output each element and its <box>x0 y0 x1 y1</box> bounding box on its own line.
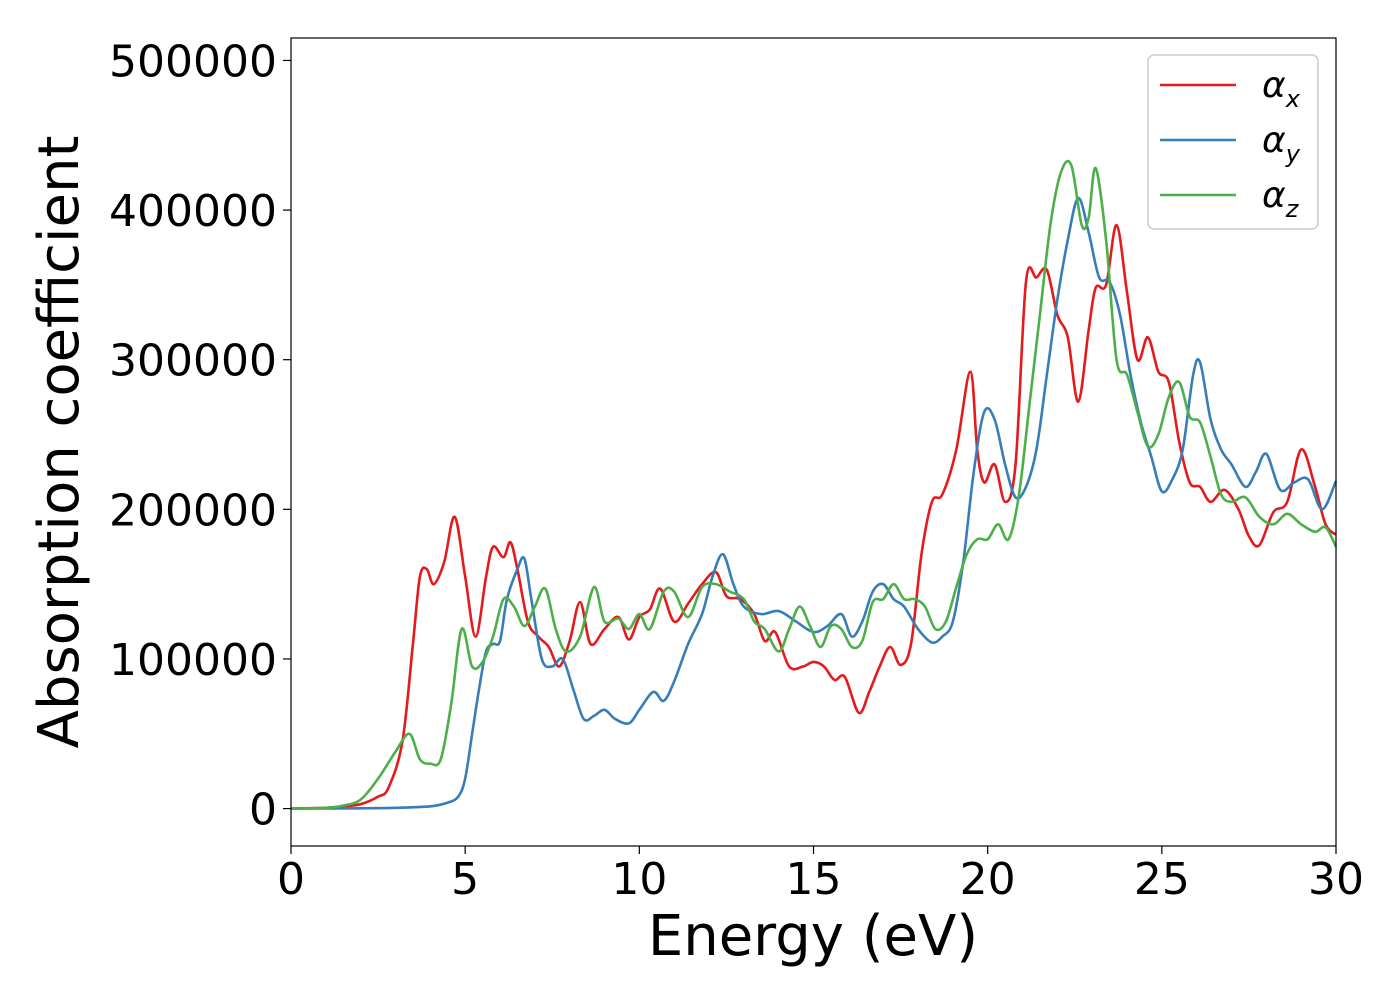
y-tick-label: 500000 <box>109 36 277 87</box>
x-tick-label: 10 <box>611 854 667 905</box>
series-line-alpha-z <box>290 159 1338 810</box>
x-axis-label: Energy (eV) <box>648 904 978 969</box>
y-axis-label: Absorption coefficient <box>27 136 92 749</box>
y-tick-label: 200000 <box>109 485 277 536</box>
x-tick-label: 15 <box>786 854 842 905</box>
x-tick-label: 25 <box>1134 854 1190 905</box>
series-line-alpha-x <box>290 223 1337 810</box>
y-tick-label: 100000 <box>109 635 277 686</box>
y-tick-label: 0 <box>249 785 277 836</box>
x-tick-label: 30 <box>1308 854 1364 905</box>
legend-box <box>1147 54 1319 230</box>
x-axis: 0 5 10 15 20 25 30 <box>277 846 1364 905</box>
series-lines <box>290 159 1338 810</box>
x-tick-label: 0 <box>277 854 305 905</box>
y-axis: 0 100000 200000 300000 400000 500000 <box>109 36 291 836</box>
x-tick-label: 20 <box>960 854 1016 905</box>
y-tick-label: 400000 <box>109 186 277 237</box>
y-tick-label: 300000 <box>109 336 277 387</box>
series-line-alpha-y <box>290 196 1338 810</box>
x-tick-label: 5 <box>451 854 479 905</box>
